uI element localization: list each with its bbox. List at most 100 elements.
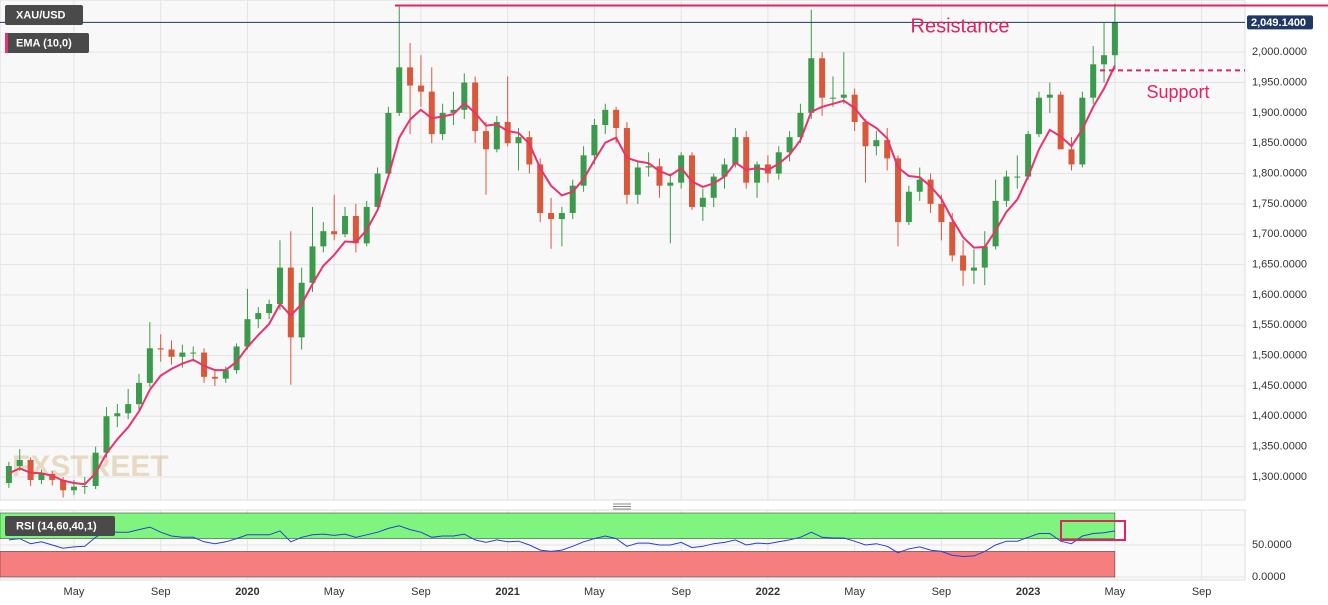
y-tick-label: 1,750.0000 xyxy=(1252,198,1307,210)
candle-body xyxy=(992,200,999,247)
rsi-line xyxy=(8,525,1115,558)
candle-body xyxy=(797,112,804,138)
candle-body xyxy=(320,231,327,247)
candle-body xyxy=(754,164,761,183)
rsi-tick-label: 50.0000 xyxy=(1252,539,1292,551)
candle-body xyxy=(136,382,143,405)
candle-body xyxy=(916,179,923,192)
candle-body xyxy=(363,206,370,244)
candle-body xyxy=(396,67,403,113)
highlight-box xyxy=(1060,520,1126,541)
x-tick-label: Sep xyxy=(151,586,171,598)
candle-body xyxy=(374,173,381,207)
candle-body xyxy=(1035,97,1042,135)
candle-body xyxy=(580,155,587,186)
candle-body xyxy=(5,466,12,484)
candle-body xyxy=(537,164,544,213)
candle-body xyxy=(81,486,88,488)
rsi-zone xyxy=(0,512,1116,539)
candle-body xyxy=(298,282,305,338)
candle-body xyxy=(287,267,294,338)
candle-body xyxy=(981,246,988,268)
x-tick-label: May xyxy=(584,586,605,598)
candle-body xyxy=(1101,55,1108,65)
rsi-legend-box xyxy=(5,516,115,536)
candle-body xyxy=(558,212,565,220)
candle-body xyxy=(309,246,316,283)
y-tick-label: 1,800.0000 xyxy=(1252,167,1307,179)
candle-body xyxy=(385,112,392,174)
x-tick-label: May xyxy=(844,586,865,598)
candle-body xyxy=(27,459,34,480)
candle-body xyxy=(255,313,262,320)
y-tick-label: 1,850.0000 xyxy=(1252,137,1307,149)
candle-body xyxy=(927,179,934,204)
candle-body xyxy=(840,94,847,98)
y-tick-label: 1,550.0000 xyxy=(1252,319,1307,331)
candle-body xyxy=(732,137,739,165)
rsi-legend-text: RSI (14,60,40,1) xyxy=(16,520,97,532)
candle-body xyxy=(331,231,338,235)
x-tick-label: Sep xyxy=(932,586,952,598)
legend-box xyxy=(5,5,83,25)
candle-body xyxy=(244,319,251,347)
x-tick-label: 2022 xyxy=(756,586,780,598)
x-tick-label: May xyxy=(324,586,345,598)
candle-body xyxy=(569,185,576,213)
candle-body xyxy=(157,348,164,350)
candle-body xyxy=(895,158,902,223)
candle-body xyxy=(1014,176,1021,178)
candle-body xyxy=(179,352,186,357)
candle-body xyxy=(92,452,99,487)
annotation-label: Resistance xyxy=(911,15,1010,37)
candle-body xyxy=(862,121,869,147)
candle-body xyxy=(721,164,728,177)
candle-body xyxy=(1025,134,1032,177)
y-tick-label: 1,650.0000 xyxy=(1252,258,1307,270)
candle-body xyxy=(819,58,826,98)
x-tick-label: Sep xyxy=(411,586,431,598)
y-tick-label: 1,600.0000 xyxy=(1252,289,1307,301)
candle-body xyxy=(602,109,609,125)
candle-body xyxy=(266,304,273,314)
x-tick-label: 2020 xyxy=(235,586,259,598)
candle-body xyxy=(1057,94,1064,150)
x-tick-label: Sep xyxy=(671,586,691,598)
x-tick-label: May xyxy=(1104,586,1125,598)
y-tick-label: 1,300.0000 xyxy=(1252,471,1307,483)
marks: FXSTREET xyxy=(0,3,1245,578)
candle-body xyxy=(352,216,359,244)
candle-body xyxy=(428,91,435,135)
candle-body xyxy=(634,167,641,195)
legend-swatch xyxy=(5,33,8,53)
candle-body xyxy=(472,82,479,132)
panel-handle xyxy=(613,503,631,510)
candle-body xyxy=(938,203,945,223)
rsi-zone xyxy=(0,551,1116,578)
candle-body xyxy=(591,125,598,156)
candle-body xyxy=(1111,22,1118,56)
candle-body xyxy=(146,348,153,383)
candle-body xyxy=(699,197,706,207)
candle-body xyxy=(1068,149,1075,165)
y-tick-label: 1,950.0000 xyxy=(1252,76,1307,88)
candle-body xyxy=(623,128,630,195)
candle-body xyxy=(970,267,977,271)
candle-body xyxy=(526,137,533,165)
candle-body xyxy=(905,191,912,223)
overlay: 1,300.0000 1,350.0000 1,400.0000 1,450.0000… xyxy=(5,4,1328,598)
candle-body xyxy=(829,97,836,99)
y-tick-label: 1,900.0000 xyxy=(1252,107,1307,119)
candle-body xyxy=(38,473,45,480)
y-tick-label: 2,000.0000 xyxy=(1252,46,1307,58)
candle-body xyxy=(233,346,240,371)
candle-body xyxy=(743,137,750,183)
candle-body xyxy=(70,486,77,491)
candle-body xyxy=(168,349,175,357)
last-price-box xyxy=(1247,15,1313,30)
candle-body xyxy=(125,404,132,414)
rsi-tick-label: 0.0000 xyxy=(1252,571,1286,583)
candle-body xyxy=(656,166,663,186)
candle-body xyxy=(276,267,283,305)
